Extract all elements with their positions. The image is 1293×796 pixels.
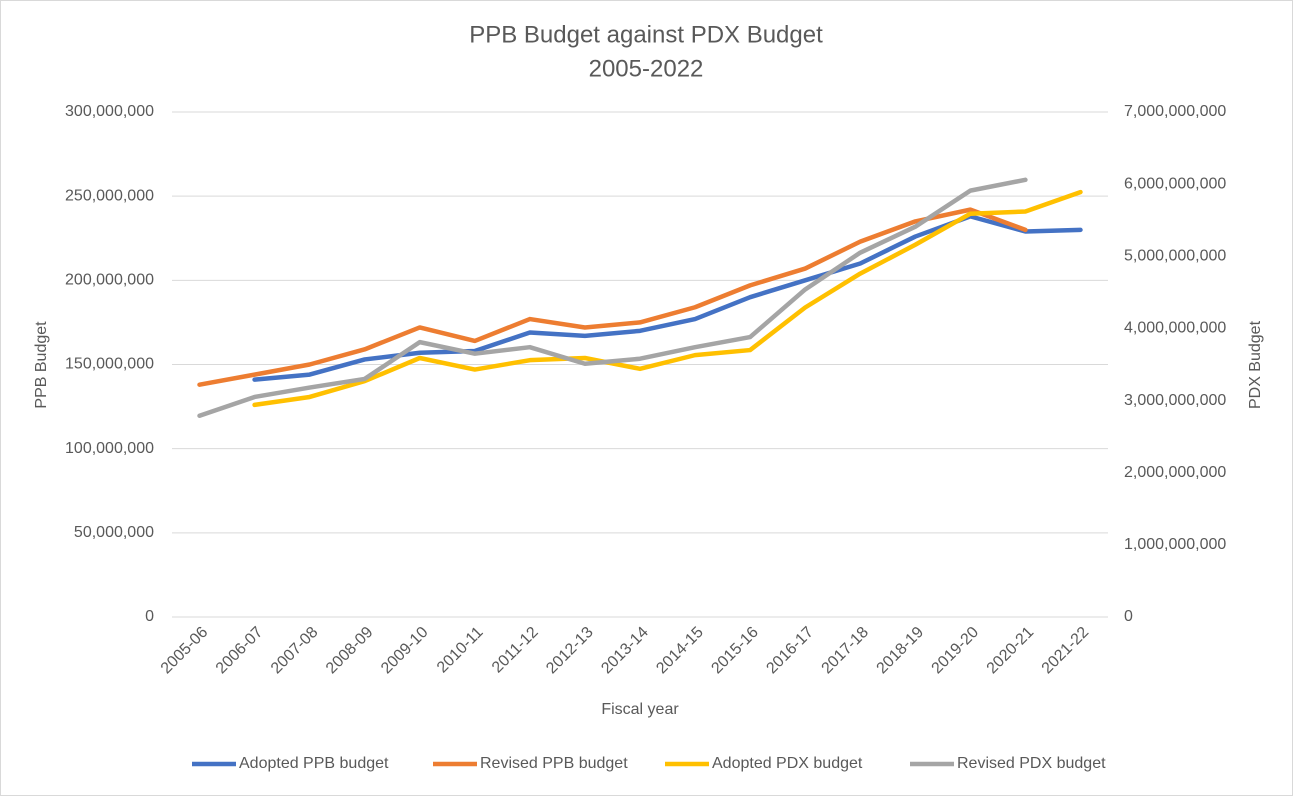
y-tick-label: 0: [145, 608, 154, 625]
y2-tick-label: 6,000,000,000: [1124, 175, 1226, 192]
y-tick-label: 100,000,000: [65, 440, 154, 457]
y-tick-label: 300,000,000: [65, 103, 154, 120]
y2-tick-label: 3,000,000,000: [1124, 392, 1226, 409]
y2-axis-title: PDX Budget: [1247, 320, 1264, 409]
y-tick-label: 50,000,000: [74, 524, 154, 541]
y2-tick-label: 5,000,000,000: [1124, 248, 1226, 265]
y-tick-label: 200,000,000: [65, 272, 154, 289]
y2-tick-label: 1,000,000,000: [1124, 536, 1226, 553]
series-line: [252, 214, 1083, 382]
legend-label: Revised PPB budget: [480, 755, 628, 772]
y-tick-label: 150,000,000: [65, 356, 154, 373]
y2-tick-label: 2,000,000,000: [1124, 464, 1226, 481]
y2-tick-label: 0: [1124, 608, 1133, 625]
legend-label: Revised PDX budget: [957, 755, 1106, 772]
series-line: [252, 189, 1083, 408]
legend-label: Adopted PPB budget: [239, 755, 389, 772]
y2-tick-label: 7,000,000,000: [1124, 103, 1226, 120]
legend-label: Adopted PDX budget: [712, 755, 863, 772]
series-line: [197, 177, 1028, 418]
x-axis-title: Fiscal year: [601, 701, 679, 718]
y-tick-label: 250,000,000: [65, 187, 154, 204]
chart-subtitle: 2005-2022: [589, 55, 704, 82]
chart-title: PPB Budget against PDX Budget: [469, 21, 823, 48]
y-axis-title: PPB Budget: [33, 321, 50, 409]
series-line: [197, 207, 1028, 387]
y2-tick-label: 4,000,000,000: [1124, 320, 1226, 337]
